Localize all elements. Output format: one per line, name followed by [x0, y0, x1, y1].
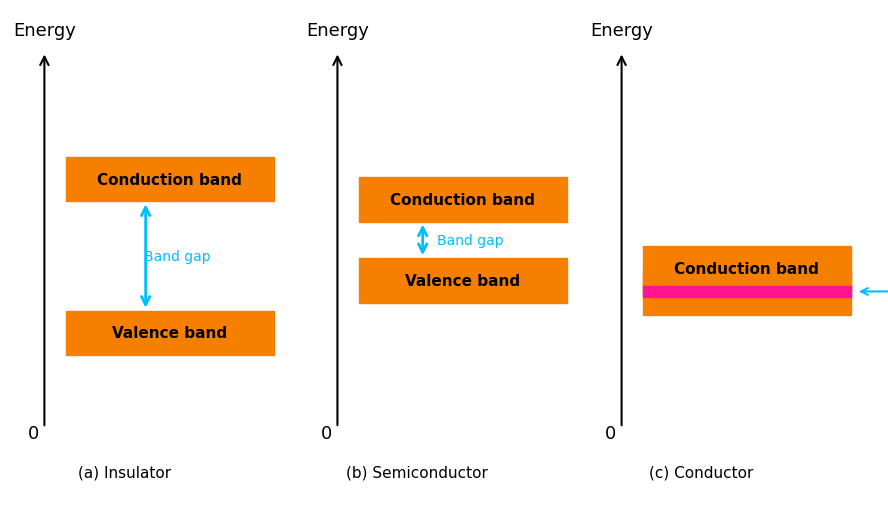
Text: (a) Insulator: (a) Insulator — [78, 465, 170, 480]
Text: 0: 0 — [28, 424, 39, 442]
Text: (b) Semiconductor: (b) Semiconductor — [346, 465, 488, 480]
Bar — [66, 311, 274, 356]
Bar — [643, 287, 851, 297]
Text: 0: 0 — [606, 424, 616, 442]
Text: Energy: Energy — [306, 22, 369, 40]
Text: Band gap: Band gap — [144, 249, 211, 264]
Text: Valence band: Valence band — [112, 326, 227, 341]
Text: Energy: Energy — [591, 22, 653, 40]
Text: Valence band: Valence band — [689, 285, 805, 300]
Text: 0: 0 — [321, 424, 332, 442]
Text: (c) Conductor: (c) Conductor — [649, 465, 754, 480]
Bar — [359, 178, 567, 222]
Bar — [643, 246, 851, 291]
Text: Conduction band: Conduction band — [97, 172, 242, 187]
Bar — [643, 271, 851, 315]
Bar — [359, 259, 567, 303]
Text: Valence band: Valence band — [405, 273, 520, 288]
Text: Band gap: Band gap — [437, 233, 504, 247]
Text: Conduction band: Conduction band — [390, 192, 535, 208]
Text: Energy: Energy — [13, 22, 75, 40]
Bar — [66, 158, 274, 202]
Text: Conduction band: Conduction band — [674, 261, 820, 276]
